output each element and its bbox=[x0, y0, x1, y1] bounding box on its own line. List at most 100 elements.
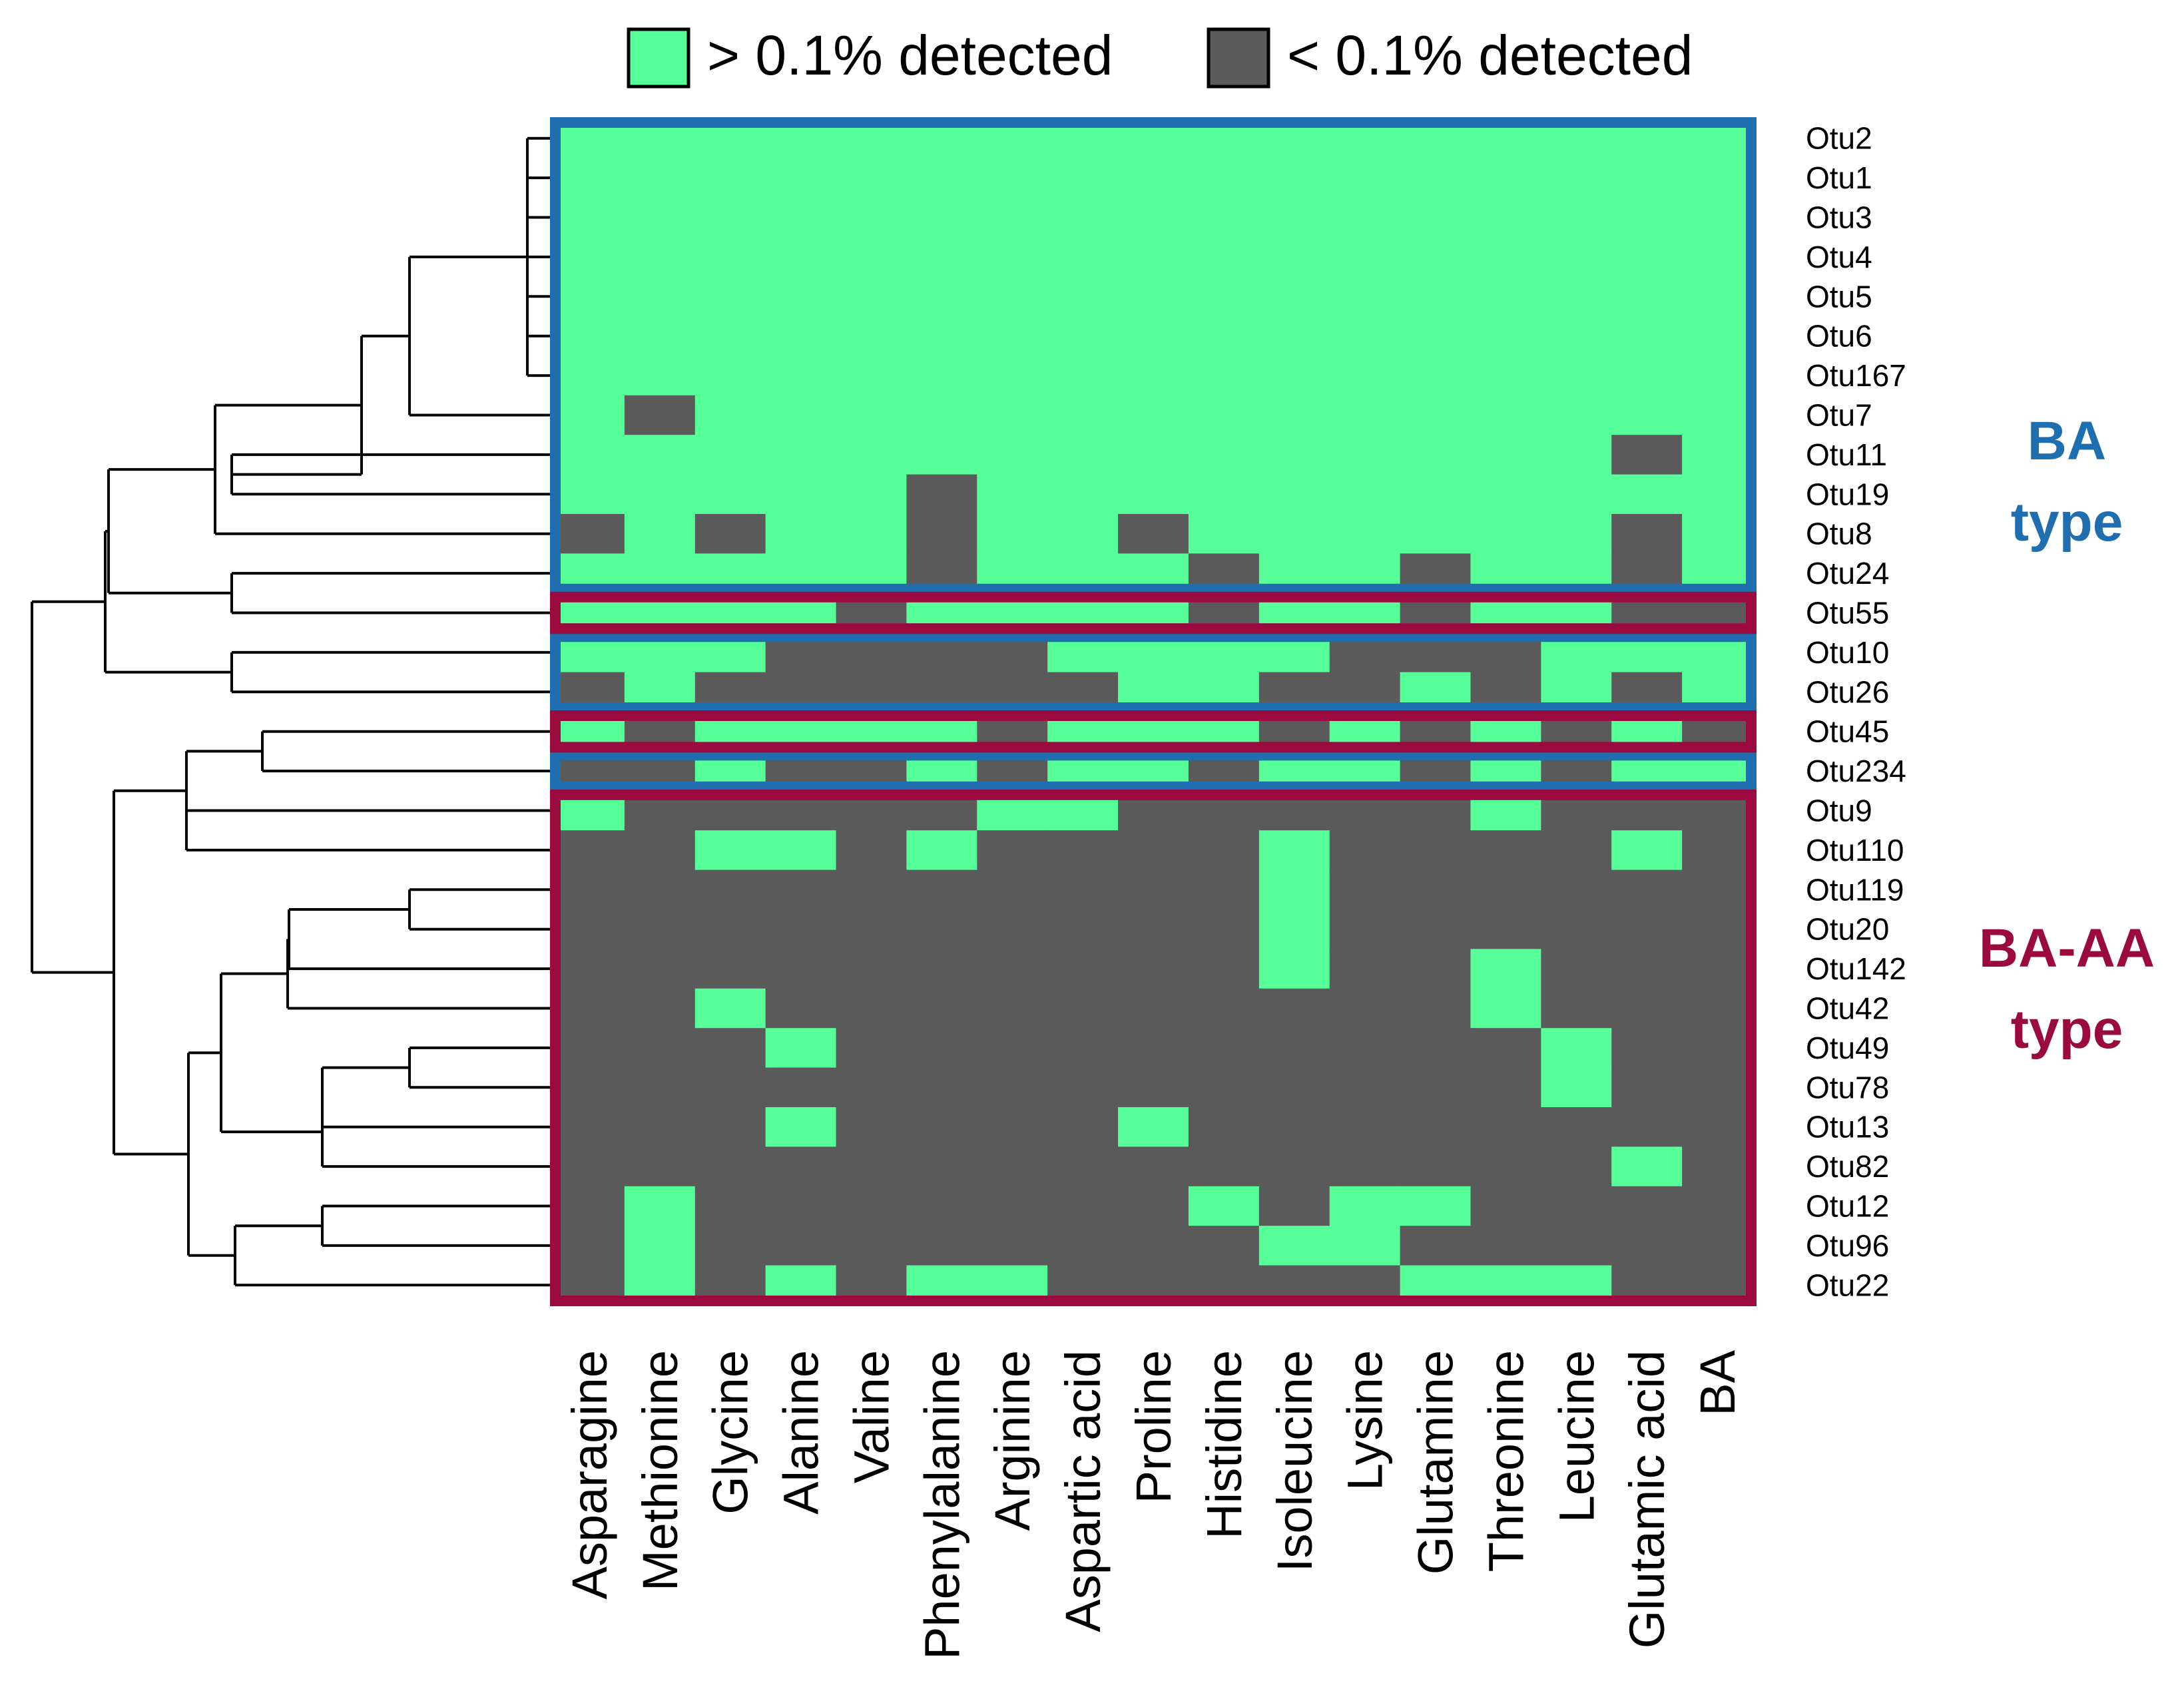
heatmap-cell bbox=[977, 830, 1048, 871]
row-label: Otu2 bbox=[1806, 121, 1872, 156]
heatmap-cell bbox=[765, 356, 837, 396]
heatmap-cell bbox=[1400, 1028, 1472, 1069]
heatmap-cell bbox=[694, 949, 766, 989]
column-label: Histidine bbox=[1197, 1350, 1252, 1539]
row-dendrogram bbox=[31, 136, 554, 1287]
heatmap-cell bbox=[1682, 1028, 1753, 1069]
heatmap-cell bbox=[694, 237, 766, 278]
heatmap-cell bbox=[1188, 1067, 1260, 1108]
heatmap-cell bbox=[1541, 1028, 1612, 1069]
heatmap-cell bbox=[1047, 435, 1119, 475]
heatmap-cell bbox=[1682, 474, 1753, 515]
column-label: Methionine bbox=[633, 1350, 688, 1591]
heatmap-cell bbox=[1188, 514, 1260, 554]
heatmap-cell bbox=[1682, 909, 1753, 949]
heatmap-cell bbox=[765, 1067, 837, 1108]
heatmap-cell bbox=[1611, 1226, 1683, 1266]
heatmap-cell bbox=[1118, 1028, 1189, 1069]
heatmap-cell bbox=[906, 830, 977, 871]
heatmap-cell bbox=[554, 1028, 625, 1069]
heatmap-cell bbox=[1470, 1146, 1541, 1187]
heatmap-cell bbox=[624, 909, 696, 949]
heatmap-cell bbox=[1258, 1146, 1330, 1187]
heatmap-cell bbox=[836, 395, 908, 435]
heatmap-cell bbox=[1470, 869, 1541, 910]
heatmap-cell bbox=[765, 237, 837, 278]
heatmap-cell bbox=[624, 949, 696, 989]
heatmap-cell bbox=[1047, 1186, 1119, 1226]
heatmap-cell bbox=[1611, 395, 1683, 435]
heatmap-cell bbox=[1682, 1226, 1753, 1266]
heatmap-cell bbox=[624, 316, 696, 356]
heatmap-cell bbox=[1611, 356, 1683, 396]
heatmap-cell bbox=[1400, 197, 1472, 238]
heatmap-cell bbox=[624, 1028, 696, 1069]
heatmap-cell bbox=[554, 356, 625, 396]
heatmap-cell bbox=[1329, 1146, 1401, 1187]
heatmap-cell bbox=[1611, 1146, 1683, 1187]
heatmap-cell bbox=[1258, 1107, 1330, 1147]
heatmap-cell bbox=[1329, 356, 1401, 396]
heatmap-cell bbox=[1470, 1226, 1541, 1266]
heatmap-cell bbox=[906, 1028, 977, 1069]
heatmap-cell bbox=[1541, 1107, 1612, 1147]
row-label: Otu10 bbox=[1806, 635, 1889, 670]
row-label: Otu20 bbox=[1806, 912, 1889, 947]
heatmap-cell bbox=[1118, 514, 1189, 554]
heatmap-cell bbox=[977, 158, 1048, 198]
heatmap-cell bbox=[836, 1028, 908, 1069]
heatmap-cell bbox=[836, 988, 908, 1029]
heatmap-cell bbox=[1329, 988, 1401, 1029]
heatmap-cell bbox=[694, 830, 766, 871]
ba-type-box bbox=[550, 750, 1757, 792]
heatmap-cell bbox=[1329, 1107, 1401, 1147]
heatmap-cell bbox=[554, 197, 625, 238]
heatmap-cell bbox=[1329, 435, 1401, 475]
row-label: Otu9 bbox=[1806, 794, 1872, 828]
heatmap-cell bbox=[694, 276, 766, 317]
heatmap-cell bbox=[1470, 158, 1541, 198]
heatmap-cell bbox=[977, 869, 1048, 910]
legend: > 0.1% detected < 0.1% detected bbox=[627, 24, 1693, 89]
heatmap-cell bbox=[1682, 830, 1753, 871]
heatmap-cell bbox=[977, 1186, 1048, 1226]
heatmap-cell bbox=[765, 1107, 837, 1147]
heatmap-cell bbox=[1682, 1186, 1753, 1226]
heatmap-cell bbox=[906, 988, 977, 1029]
heatmap-cell bbox=[906, 395, 977, 435]
heatmap-cell bbox=[906, 1226, 977, 1266]
heatmap-cell bbox=[1188, 237, 1260, 278]
heatmap-cell bbox=[1047, 830, 1119, 871]
column-label: Arginine bbox=[985, 1350, 1040, 1531]
heatmap-cell bbox=[1188, 158, 1260, 198]
heatmap-cell bbox=[1400, 988, 1472, 1029]
heatmap-cell bbox=[1188, 988, 1260, 1029]
heatmap-cell bbox=[977, 1146, 1048, 1187]
heatmap-cell bbox=[977, 316, 1048, 356]
heatmap-cell bbox=[1470, 988, 1541, 1029]
heatmap-cell bbox=[1118, 197, 1189, 238]
heatmap-cell bbox=[624, 514, 696, 554]
heatmap-cell bbox=[836, 1067, 908, 1108]
heatmap-cell bbox=[1400, 435, 1472, 475]
row-label: Otu96 bbox=[1806, 1228, 1889, 1263]
heatmap-cell bbox=[1400, 158, 1472, 198]
heatmap-cell bbox=[1188, 474, 1260, 515]
heatmap-cell bbox=[1682, 869, 1753, 910]
heatmap-cell bbox=[1611, 514, 1683, 554]
row-label: Otu8 bbox=[1806, 517, 1872, 551]
heatmap-cell bbox=[1611, 276, 1683, 317]
heatmap-cell bbox=[836, 830, 908, 871]
heatmap-cell bbox=[1541, 988, 1612, 1029]
heatmap-cell bbox=[1188, 869, 1260, 910]
heatmap-cell bbox=[1118, 1226, 1189, 1266]
heatmap-cell bbox=[624, 395, 696, 435]
heatmap-cell bbox=[554, 158, 625, 198]
heatmap-cell bbox=[906, 1146, 977, 1187]
heatmap-cell bbox=[1329, 1067, 1401, 1108]
heatmap-cell bbox=[1188, 395, 1260, 435]
heatmap-cell bbox=[554, 909, 625, 949]
heatmap-cell bbox=[765, 1226, 837, 1266]
row-label: Otu11 bbox=[1806, 437, 1887, 472]
heatmap-cell bbox=[1470, 830, 1541, 871]
